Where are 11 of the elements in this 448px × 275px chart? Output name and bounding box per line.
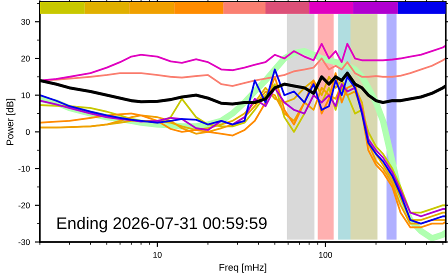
y-tick-label: -20: [18, 202, 30, 208]
y-axis-title: Power [dB]: [6, 98, 16, 145]
x-tick-label: 100: [319, 252, 332, 258]
y-tick-label: 0: [26, 129, 30, 135]
y-tick-label: 10: [22, 92, 30, 98]
x-axis-title: Freq [mHz]: [220, 264, 266, 273]
annotation: Ending 2026-07-31 00:59:59: [57, 216, 267, 232]
y-tick-label: 30: [21, 18, 30, 25]
y-tick-label: -10: [18, 166, 30, 172]
y-tick-label: -30: [18, 239, 30, 246]
y-tick-label: 20: [21, 56, 30, 62]
